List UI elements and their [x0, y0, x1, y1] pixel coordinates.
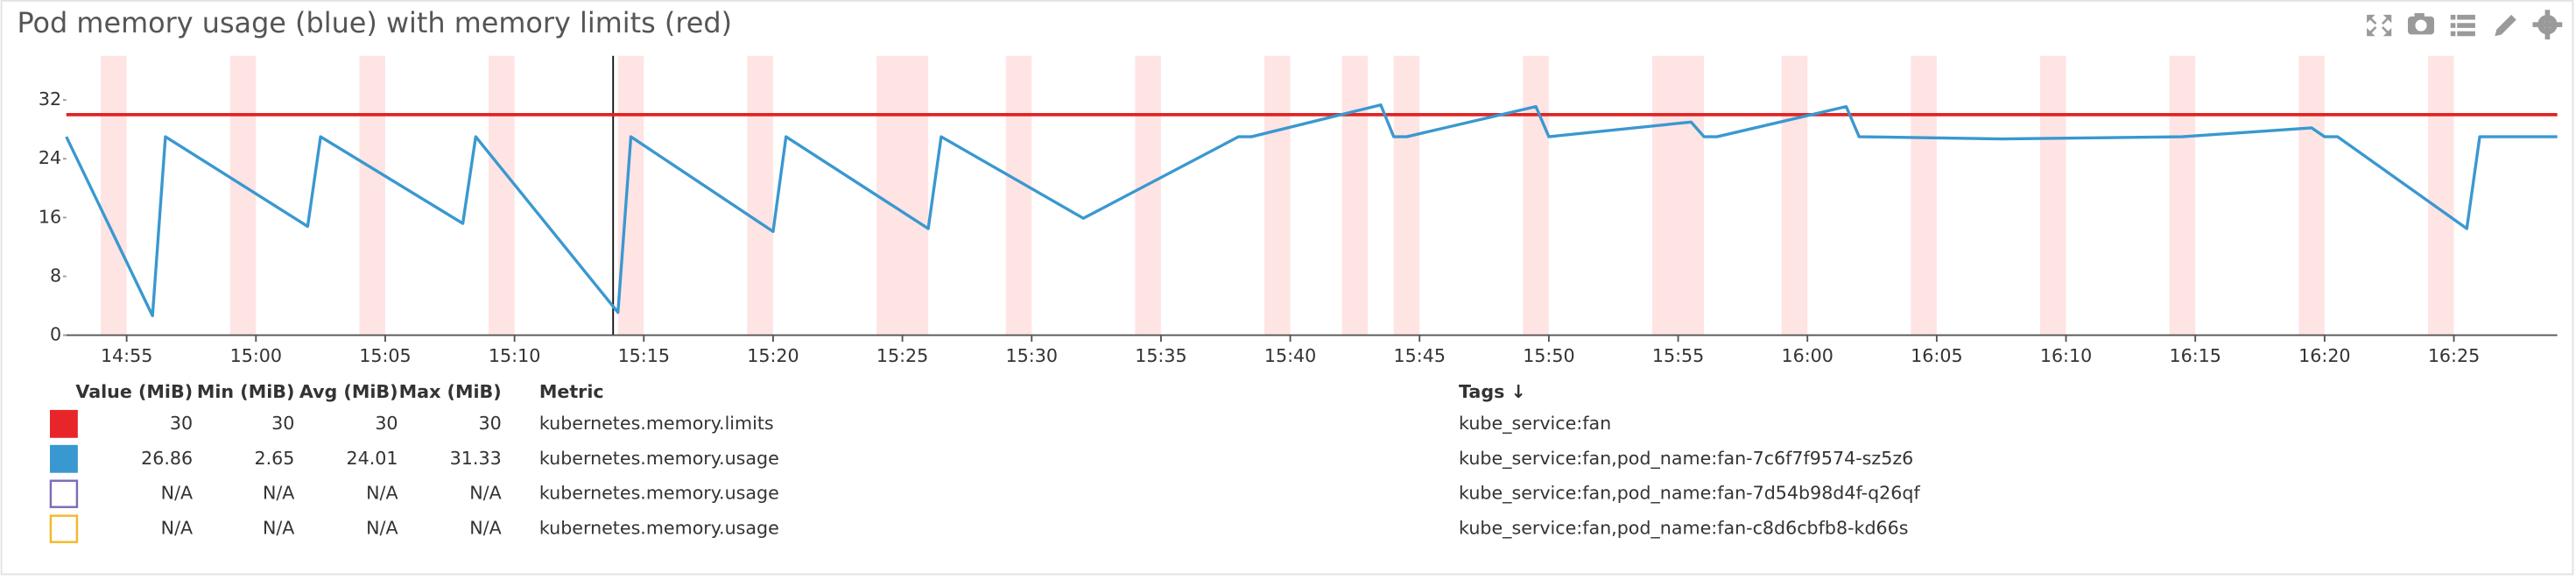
settings-icon[interactable] — [2532, 10, 2563, 40]
column-header: Min (MiB) — [197, 381, 295, 402]
legend-cell: kube_service:fan — [1459, 413, 1611, 435]
column-header: Metric — [539, 381, 604, 402]
column-header: Max (MiB) — [399, 381, 502, 402]
y-tick-label: 32 — [39, 88, 61, 110]
event-band — [1781, 55, 1808, 336]
x-tick-label: 15:15 — [618, 345, 670, 366]
x-tick-label: 16:15 — [2169, 345, 2221, 366]
x-tick-label: 15:35 — [1135, 345, 1186, 366]
legend-cell: kubernetes.memory.usage — [539, 518, 779, 539]
x-tick-label: 16:10 — [2040, 345, 2092, 366]
legend-cell: N/A — [263, 518, 294, 539]
panel-title: Pod memory usage (blue) with memory limi… — [17, 6, 732, 39]
legend-cell: kube_service:fan,pod_name:fan-c8d6cbfb8-… — [1459, 518, 1908, 540]
x-tick-label: 15:20 — [747, 345, 799, 366]
legend-cell: N/A — [469, 483, 501, 504]
x-tick-label: 16:00 — [1782, 345, 1833, 366]
snapshot-icon[interactable] — [2407, 13, 2434, 35]
event-band — [1678, 55, 1705, 336]
legend-cell: 24.01 — [347, 448, 398, 469]
event-band — [2040, 55, 2066, 336]
legend-cell: N/A — [366, 518, 398, 539]
legend-cell: N/A — [161, 518, 193, 539]
x-tick-label: 16:25 — [2428, 345, 2480, 366]
legend-cell: 30 — [271, 413, 294, 434]
legend-cell: 26.86 — [141, 448, 193, 469]
event-band — [229, 55, 257, 336]
event-band — [617, 55, 644, 336]
event-band — [1135, 55, 1161, 336]
legend-cell: 30 — [478, 413, 501, 434]
x-tick-label: 15:55 — [1652, 345, 1704, 366]
legend-cell: kube_service:fan,pod_name:fan-7d54b98d4f… — [1459, 483, 1920, 505]
x-tick-label: 16:05 — [1911, 345, 1962, 366]
series-line — [65, 103, 2558, 318]
legend-cell: 30 — [170, 413, 193, 434]
legend-cell: 2.65 — [255, 448, 295, 469]
legend-swatch — [49, 514, 79, 543]
legend-swatch — [49, 444, 78, 473]
list-icon[interactable] — [2450, 14, 2475, 37]
legend-cell: N/A — [469, 518, 501, 539]
legend-swatch — [49, 409, 78, 438]
event-band — [1523, 55, 1549, 336]
x-tick-label: 15:00 — [230, 345, 282, 366]
event-band — [1393, 55, 1420, 336]
x-tick-label: 14:55 — [101, 345, 152, 366]
event-band — [489, 55, 515, 336]
event-band — [1264, 55, 1291, 336]
legend-cell: kubernetes.memory.limits — [539, 413, 774, 434]
event-band — [1652, 55, 1679, 336]
x-tick-label: 16:20 — [2298, 345, 2350, 366]
event-band — [2169, 55, 2196, 336]
x-tick-label: 15:45 — [1394, 345, 1446, 366]
legend-cell: kubernetes.memory.usage — [539, 448, 779, 469]
legend-table: Value (MiB) Min (MiB) Avg (MiB) Max (MiB) Me… — [49, 381, 1920, 543]
column-header: Avg (MiB) — [299, 381, 398, 402]
y-tick-label: 24 — [39, 147, 61, 168]
x-tick-label: 15:40 — [1264, 345, 1316, 366]
y-tick-label: 0 — [50, 324, 61, 345]
event-band — [2298, 55, 2325, 336]
event-band — [1341, 55, 1369, 336]
x-tick-label: 15:50 — [1523, 345, 1574, 366]
event-band — [101, 55, 127, 336]
event-band — [359, 55, 385, 336]
bands — [101, 55, 2454, 336]
legend-cell: N/A — [366, 483, 398, 504]
legend-swatch — [49, 479, 79, 508]
column-header: Tags ↓ — [1459, 381, 1526, 402]
y-tick-label: 16 — [39, 206, 61, 227]
event-band — [902, 55, 929, 336]
toolbar — [2367, 10, 2563, 40]
event-band — [2427, 55, 2454, 336]
legend-cell: 30 — [375, 413, 398, 434]
column-header: Value (MiB) — [75, 381, 193, 402]
legend-cell: kubernetes.memory.usage — [539, 483, 779, 504]
x-tick-label: 15:05 — [359, 345, 411, 366]
x-tick-label: 15:25 — [876, 345, 928, 366]
event-band — [747, 55, 773, 336]
x-tick-label: 15:10 — [489, 345, 540, 366]
legend-cell: N/A — [263, 483, 294, 504]
event-band — [1005, 55, 1032, 336]
y-tick-label: 8 — [50, 265, 61, 286]
legend-cell: 31.33 — [450, 448, 502, 469]
event-band — [876, 55, 903, 336]
plot — [65, 103, 2558, 318]
legend-cell: kube_service:fan,pod_name:fan-7c6f7f9574… — [1459, 448, 1913, 470]
event-band — [1911, 55, 1937, 336]
fullscreen-icon[interactable] — [2367, 14, 2392, 37]
edit-icon[interactable] — [2495, 14, 2516, 37]
x-tick-label: 15:30 — [1006, 345, 1058, 366]
legend-cell: N/A — [161, 483, 193, 504]
